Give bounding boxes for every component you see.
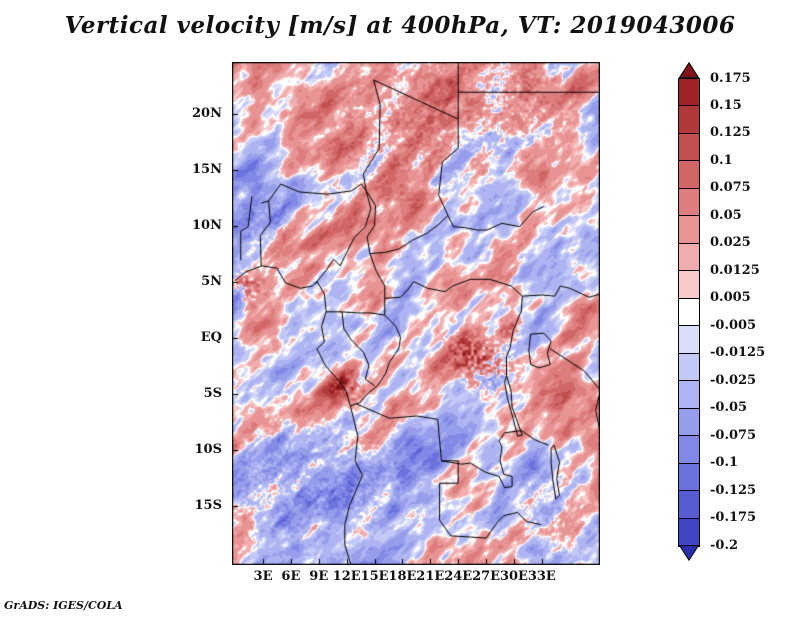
lon-tick-label: 9E xyxy=(309,569,329,584)
colorbar-segment xyxy=(679,106,699,134)
colorbar-label: 0.1 xyxy=(710,152,733,168)
colorbar-label: -0.1 xyxy=(710,455,739,471)
colorbar-bottom-arrow xyxy=(678,545,700,561)
figure-title: Vertical velocity [m/s] at 400hPa, VT: 2… xyxy=(64,12,736,39)
longitude-axis: 3E 6E 9E 12E 15E 18E 21E 24E 27E 30E 33E xyxy=(232,566,600,586)
lon-tick-label: 18E xyxy=(388,569,417,584)
colorbar-label: -0.05 xyxy=(710,400,748,416)
colorbar-label: -0.2 xyxy=(710,537,739,553)
map-panel xyxy=(232,62,600,565)
colorbar-segment xyxy=(679,188,699,217)
colorbar-label: -0.075 xyxy=(710,427,757,443)
colorbar-top-arrow xyxy=(678,62,700,78)
lon-tick-label: 33E xyxy=(527,569,556,584)
lon-tick-label: 12E xyxy=(332,569,361,584)
lon-tick-label: 15E xyxy=(360,569,389,584)
colorbar-segment xyxy=(679,161,699,189)
colorbar-label: 0.125 xyxy=(710,125,751,141)
colorbar-label: 0.005 xyxy=(710,290,751,306)
colorbar-segment xyxy=(679,463,699,492)
vertical-velocity-field-canvas xyxy=(232,62,600,565)
lat-tick-label: 15S xyxy=(194,497,222,513)
colorbar: 0.175 0.15 0.125 0.1 0.075 0.05 0.025 0.… xyxy=(678,62,798,567)
colorbar-segment xyxy=(679,518,699,546)
colorbar-label: 0.075 xyxy=(710,180,751,196)
colorbar-segment xyxy=(679,381,699,409)
colorbar-segment xyxy=(679,491,699,519)
colorbar-label: -0.125 xyxy=(710,482,757,498)
colorbar-label: -0.175 xyxy=(710,510,757,526)
colorbar-segment xyxy=(679,298,699,327)
colorbar-segment xyxy=(679,243,699,272)
grads-credit: GrADS: IGES/COLA xyxy=(4,599,123,612)
latitude-axis: 20N 15N 10N 5N EQ 5S 10S 15S xyxy=(182,62,228,565)
lon-tick-label: 6E xyxy=(281,569,301,584)
lat-tick-label: 5N xyxy=(201,273,222,289)
colorbar-segments xyxy=(678,78,700,547)
colorbar-label: 0.15 xyxy=(710,97,742,113)
colorbar-label: 0.025 xyxy=(710,235,751,251)
lon-tick-label: 3E xyxy=(253,569,273,584)
lat-tick-label: 5S xyxy=(203,385,222,401)
colorbar-segment xyxy=(679,326,699,354)
colorbar-segment xyxy=(679,353,699,382)
colorbar-segment xyxy=(679,436,699,464)
lon-tick-label: 24E xyxy=(444,569,473,584)
lat-tick-label: EQ xyxy=(200,329,222,345)
colorbar-label: 0.05 xyxy=(710,207,742,223)
colorbar-segment xyxy=(679,408,699,437)
colorbar-segment xyxy=(679,271,699,299)
lat-tick-label: 20N xyxy=(192,105,222,121)
colorbar-label: -0.005 xyxy=(710,317,757,333)
lat-tick-label: 15N xyxy=(192,161,222,177)
lon-tick-label: 21E xyxy=(416,569,445,584)
colorbar-label: -0.025 xyxy=(710,372,757,388)
colorbar-label: 0.0125 xyxy=(710,262,760,278)
lat-tick-label: 10S xyxy=(194,441,222,457)
colorbar-label: -0.0125 xyxy=(710,345,766,361)
lat-tick-label: 10N xyxy=(192,217,222,233)
lon-tick-label: 27E xyxy=(472,569,501,584)
colorbar-segment xyxy=(679,133,699,162)
lon-tick-label: 30E xyxy=(499,569,528,584)
colorbar-label: 0.175 xyxy=(710,70,751,86)
colorbar-segment xyxy=(679,216,699,244)
colorbar-segment xyxy=(679,79,699,107)
